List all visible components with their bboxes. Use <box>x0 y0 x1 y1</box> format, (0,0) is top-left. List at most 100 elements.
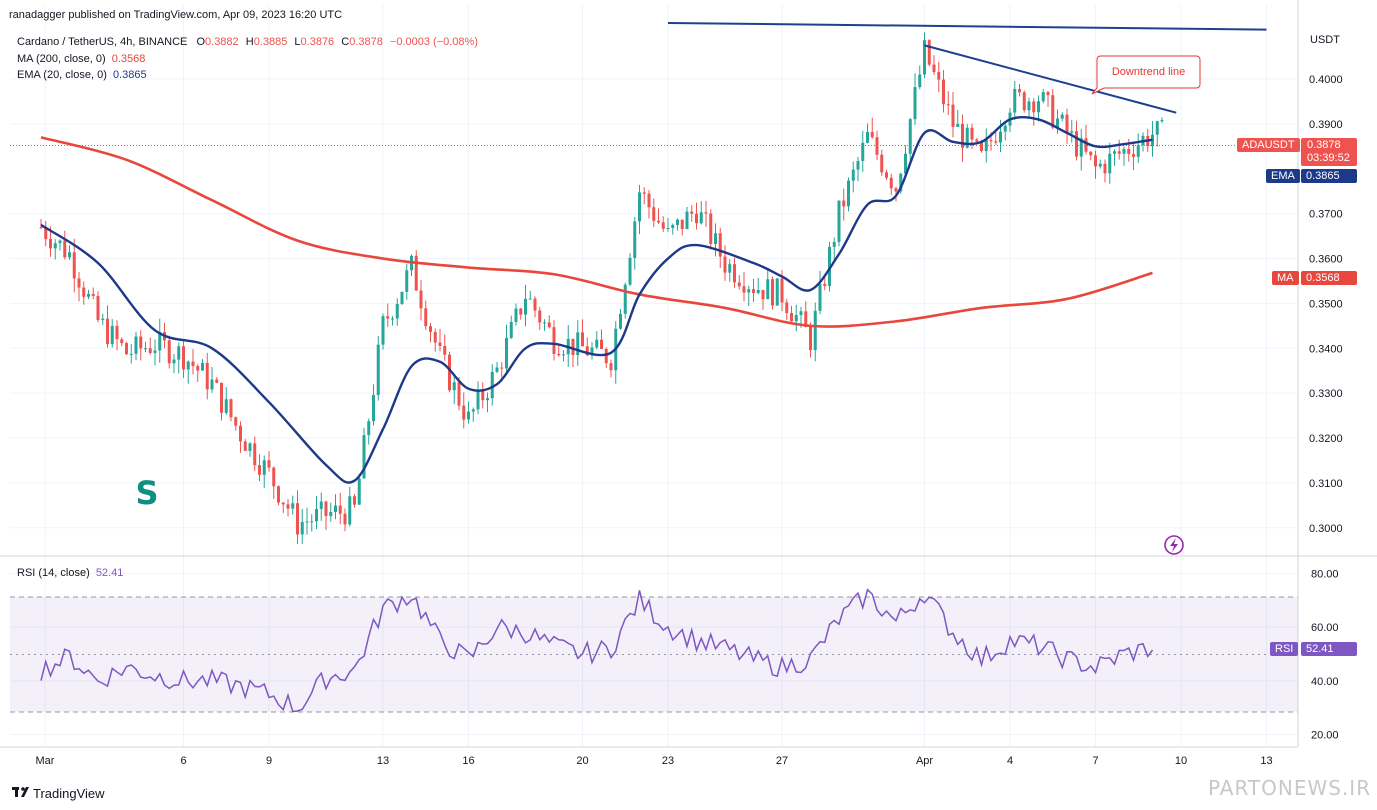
candle-up <box>210 379 214 390</box>
candle-up <box>177 346 181 360</box>
candle-down <box>1084 138 1088 152</box>
candle-up <box>1003 125 1007 132</box>
candle-down <box>424 308 428 327</box>
candle-down <box>443 345 447 355</box>
tradingview-logo-icon <box>12 787 29 797</box>
ema-legend-value: 0.3865 <box>112 69 147 81</box>
candle-down <box>267 460 271 468</box>
candle-down <box>733 264 736 283</box>
candle-up <box>367 421 371 436</box>
candle-up <box>310 521 314 523</box>
candle-up <box>638 192 641 222</box>
time-tick-label: 16 <box>462 755 474 767</box>
rsi-legend-label: RSI (14, close) <box>17 567 90 579</box>
candle-down <box>771 279 774 306</box>
price-tick-label: 0.3400 <box>1309 343 1343 355</box>
candle-down <box>885 172 888 178</box>
ema-legend-label: EMA (20, close, 0) <box>17 69 107 81</box>
candle-up <box>329 511 333 517</box>
candle-up <box>300 521 304 535</box>
candle-down <box>1022 92 1026 111</box>
ema-20-line <box>40 115 1153 484</box>
candle-down <box>661 222 665 229</box>
candle-down <box>63 240 67 258</box>
annotation-text: Downtrend line <box>1112 66 1185 78</box>
candle-down <box>652 207 656 221</box>
time-tick-label: 23 <box>662 755 674 767</box>
candle-down <box>709 213 713 245</box>
candle-up <box>405 270 409 292</box>
candle-up <box>101 318 105 321</box>
candle-up <box>1160 119 1164 122</box>
candle-down <box>338 505 342 514</box>
ema-legend[interactable]: EMA (20, close, 0) 0.3865 <box>17 69 147 81</box>
candle-down <box>994 141 998 143</box>
candle-up <box>291 503 295 509</box>
candle-down <box>970 127 974 140</box>
price-axis-ticks: 0.4000 0.3900 0.3700 0.3600 0.3500 0.3400 0.33… <box>1309 74 1343 535</box>
candle-up <box>357 478 361 505</box>
brand-text[interactable]: TradingView <box>33 786 105 801</box>
candle-up <box>794 315 798 322</box>
price-tick-label: 0.3300 <box>1309 388 1343 400</box>
rsi-tick-label: 80.00 <box>1311 568 1339 580</box>
grid <box>10 5 1298 747</box>
candle-up <box>1013 89 1017 113</box>
candle-up <box>813 310 817 351</box>
candles <box>39 32 1164 545</box>
candle-down <box>657 220 660 223</box>
candle-up <box>728 264 732 273</box>
candle-down <box>1094 155 1097 167</box>
time-tick-label: 13 <box>377 755 389 767</box>
candle-up <box>1113 151 1116 154</box>
candle-down <box>82 287 86 297</box>
candle-up <box>471 409 475 412</box>
candle-down <box>96 295 100 321</box>
candle-up <box>1070 131 1074 133</box>
candle-down <box>547 322 551 328</box>
rsi-axis-ticks: 80.00 60.00 40.00 20.00 <box>1311 568 1339 741</box>
candle-up <box>899 173 903 192</box>
last-price-tag: 0.3878 03:39:52 <box>1301 138 1357 166</box>
candle-down <box>519 308 523 315</box>
candle-down <box>481 390 485 401</box>
candle-up <box>633 221 637 258</box>
candle-up <box>756 289 760 294</box>
candle-down <box>414 255 418 291</box>
rsi-legend[interactable]: RSI (14, close) 52.41 <box>17 567 123 579</box>
ma-legend[interactable]: MA (200, close, 0) 0.3568 <box>17 53 145 65</box>
candle-up <box>856 161 860 170</box>
time-tick-label: 27 <box>776 755 788 767</box>
candle-down <box>842 200 846 207</box>
flash-icon[interactable] <box>1164 535 1184 555</box>
candle-down <box>1065 114 1069 133</box>
candle-down <box>695 213 698 224</box>
ema-tag-label: EMA <box>1266 169 1300 183</box>
candle-down <box>704 212 708 214</box>
candle-down <box>234 417 238 426</box>
candle-up <box>224 399 228 413</box>
candle-up <box>1155 121 1159 135</box>
candle-up <box>923 40 926 75</box>
candle-up <box>381 316 385 345</box>
candle-down <box>296 503 299 535</box>
candle-down <box>942 79 945 105</box>
candle-up <box>452 382 456 391</box>
candle-up <box>110 325 114 345</box>
candle-down <box>272 467 276 487</box>
symbol-tag: ADAUSDT <box>1237 138 1300 152</box>
symbol-name[interactable]: Cardano / TetherUS, 4h, BINANCE <box>17 36 188 48</box>
candle-up <box>590 347 594 356</box>
rsi-line <box>40 588 1154 713</box>
ma-legend-label: MA (200, close, 0) <box>17 53 106 65</box>
s-mark: S <box>135 474 158 512</box>
candle-down <box>980 141 983 152</box>
candle-up <box>671 224 675 228</box>
candle-up <box>918 74 922 88</box>
ema-tag-value: 0.3865 <box>1301 169 1357 183</box>
candle-up <box>828 246 831 286</box>
countdown-timer: 03:39:52 <box>1307 152 1350 164</box>
ohlc-c-label: C <box>341 36 350 48</box>
time-tick-label: 13 <box>1260 755 1272 767</box>
candle-up <box>595 339 599 348</box>
